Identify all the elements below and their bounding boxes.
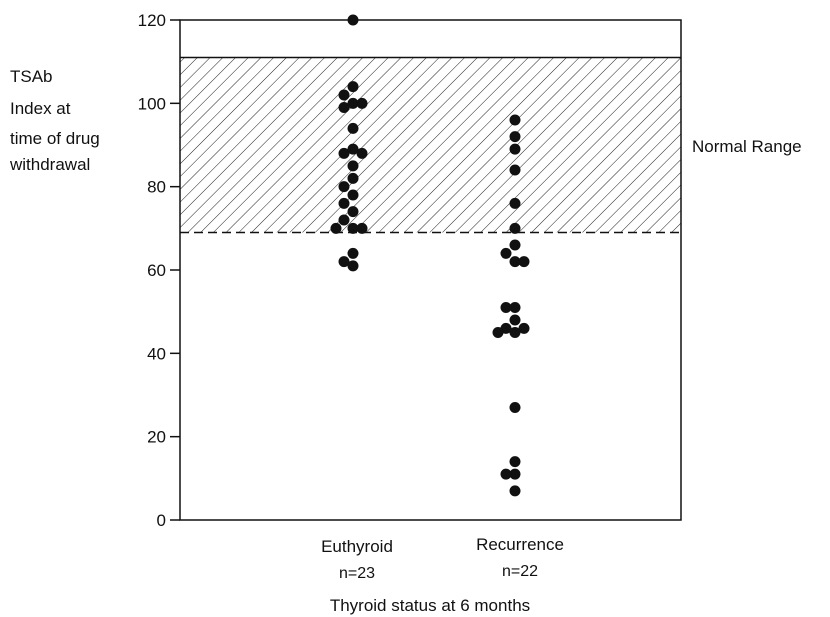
data-point-recurrence xyxy=(509,456,521,468)
data-point-euthyroid xyxy=(338,102,350,113)
data-point-recurrence xyxy=(500,302,512,313)
data-point-euthyroid xyxy=(338,89,350,101)
y-axis-label-line-3: time of drug xyxy=(10,129,100,148)
data-point-recurrence xyxy=(509,131,521,143)
data-point-recurrence xyxy=(509,222,521,234)
data-points xyxy=(330,14,530,497)
data-point-euthyroid xyxy=(347,206,359,218)
y-axis-label-line-1: TSAb xyxy=(10,67,53,86)
data-point-euthyroid xyxy=(338,214,350,226)
data-point-euthyroid xyxy=(347,81,359,93)
data-point-recurrence xyxy=(509,239,521,251)
y-tick-label: 120 xyxy=(138,11,166,30)
normal-range-band xyxy=(180,57,681,233)
data-point-euthyroid xyxy=(338,181,350,193)
data-point-euthyroid xyxy=(356,222,368,234)
data-point-euthyroid xyxy=(347,14,359,26)
data-point-euthyroid xyxy=(330,222,342,234)
data-point-euthyroid xyxy=(356,97,368,109)
data-point-recurrence xyxy=(500,468,512,480)
category-n-euthyroid: n=23 xyxy=(339,565,375,582)
data-point-recurrence xyxy=(509,402,521,413)
data-point-euthyroid xyxy=(347,122,359,134)
data-point-euthyroid xyxy=(338,256,350,268)
data-point-recurrence xyxy=(509,468,521,480)
data-point-recurrence xyxy=(509,114,521,126)
y-tick-label: 20 xyxy=(147,428,166,447)
data-point-recurrence xyxy=(509,143,521,155)
y-axis: 0 20 40 60 80 100 120 xyxy=(138,11,180,530)
data-point-euthyroid xyxy=(338,197,350,209)
y-tick-label: 60 xyxy=(147,261,166,280)
data-point-euthyroid xyxy=(356,147,368,159)
data-point-recurrence xyxy=(509,485,521,497)
data-point-euthyroid xyxy=(347,143,359,155)
data-point-recurrence xyxy=(509,256,521,268)
data-point-euthyroid xyxy=(347,97,359,109)
x-axis-label: Thyroid status at 6 months xyxy=(330,596,530,615)
data-point-recurrence xyxy=(509,197,521,209)
data-point-euthyroid xyxy=(347,247,359,259)
category-n-recurrence: n=22 xyxy=(502,563,538,580)
y-tick-label: 80 xyxy=(147,178,166,197)
category-label-recurrence: Recurrence xyxy=(476,535,564,554)
data-point-euthyroid xyxy=(347,160,359,172)
data-point-euthyroid xyxy=(347,222,359,234)
y-axis-label: TSAb Index at time of drug withdrawal xyxy=(9,67,105,174)
data-point-recurrence xyxy=(518,322,530,334)
data-point-recurrence xyxy=(509,302,521,313)
data-point-euthyroid xyxy=(347,260,359,272)
category-label-euthyroid: Euthyroid xyxy=(321,537,393,556)
y-axis-label-line-2: Index at xyxy=(10,99,71,118)
y-tick-label: 40 xyxy=(147,344,166,363)
y-tick-label: 100 xyxy=(138,94,166,113)
y-tick-label: 0 xyxy=(157,511,166,530)
y-axis-label-line-4: withdrawal xyxy=(9,155,90,174)
data-point-recurrence xyxy=(509,327,521,338)
data-point-euthyroid xyxy=(347,172,359,184)
data-point-recurrence xyxy=(509,164,521,176)
normal-range-label: Normal Range xyxy=(692,137,802,156)
data-point-recurrence xyxy=(492,327,504,338)
data-point-euthyroid xyxy=(347,189,359,201)
data-point-recurrence xyxy=(509,314,521,326)
data-point-recurrence xyxy=(518,256,530,268)
data-point-euthyroid xyxy=(338,147,350,159)
data-point-recurrence xyxy=(500,247,512,259)
